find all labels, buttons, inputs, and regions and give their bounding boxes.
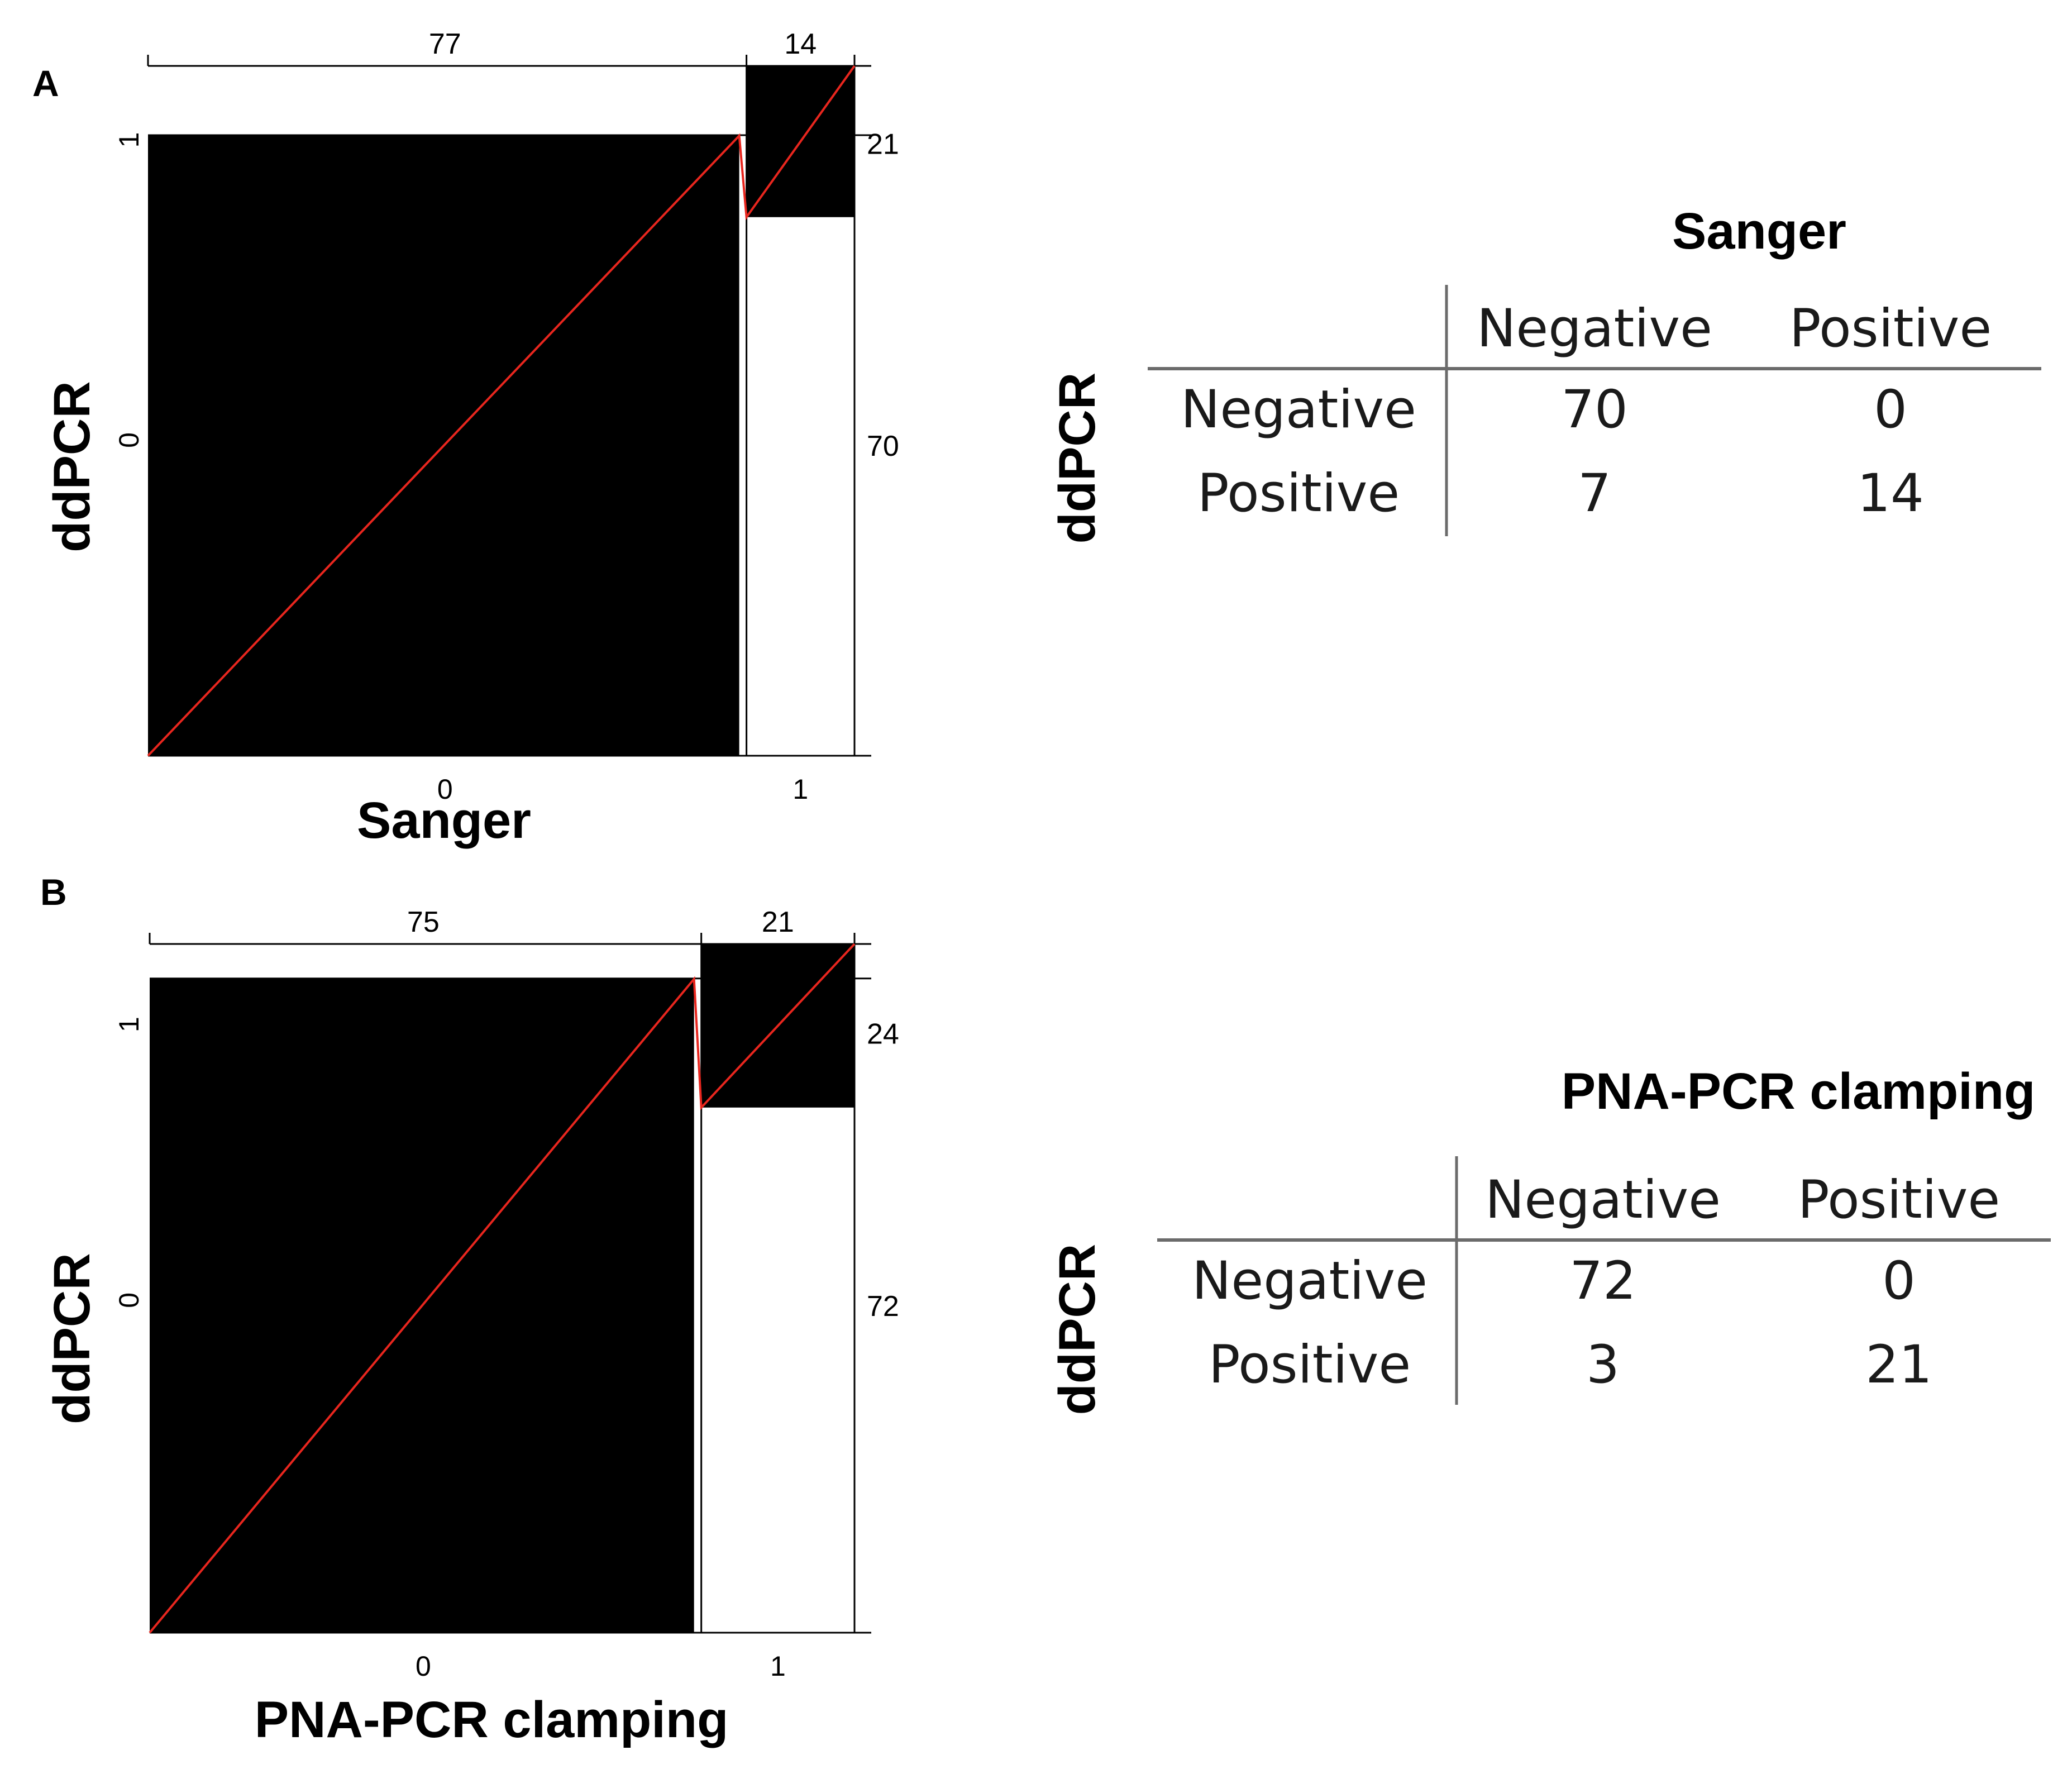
table-column-header: Positive (1798, 1170, 2000, 1231)
diagonal-line (147, 65, 856, 757)
x-axis-title: PNA-PCR clamping (255, 1691, 729, 1748)
column-total-0: 75 (407, 906, 440, 938)
table-cell: 70 (1561, 379, 1628, 440)
table-cell: 0 (1882, 1251, 1916, 1312)
table-column-header: Negative (1485, 1170, 1721, 1231)
table-cell: 72 (1569, 1251, 1636, 1312)
y-tick-label: 0 (113, 1293, 145, 1308)
table-title: PNA-PCR clamping (1562, 1063, 2036, 1120)
table-cell: 0 (1874, 379, 1907, 440)
table-title: Sanger (1672, 203, 1846, 260)
table-side-label: ddPCR (1049, 373, 1106, 544)
x-tick-label: 1 (792, 774, 808, 805)
y-tick-label: 1 (113, 132, 145, 148)
x-tick-label: 0 (437, 774, 453, 805)
x-tick-label: 0 (416, 1651, 431, 1682)
row-total-0: 72 (867, 1290, 899, 1323)
y-axis-title: ddPCR (44, 1253, 101, 1424)
column-total-1: 21 (762, 906, 794, 938)
table-cell: 3 (1586, 1334, 1620, 1395)
table-row-label: Positive (1209, 1334, 1411, 1395)
table-side-label: ddPCR (1049, 1244, 1106, 1415)
table-row-label: Positive (1197, 463, 1400, 524)
table-cell: 21 (1865, 1334, 1932, 1395)
y-axis-title: ddPCR (44, 381, 101, 552)
table-row-label: Negative (1181, 379, 1416, 440)
row-total-1: 24 (867, 1018, 899, 1050)
diagonal-line (149, 943, 856, 1634)
row-total-1: 21 (867, 128, 899, 160)
table-row-label: Negative (1192, 1251, 1428, 1312)
table-column-header: Positive (1789, 298, 1992, 359)
table-cell: 14 (1857, 463, 1924, 524)
y-tick-label: 1 (113, 1017, 145, 1032)
panel-letter: B (40, 871, 67, 913)
row-total-0: 70 (867, 430, 899, 462)
panel-letter: A (32, 63, 59, 104)
column-total-1: 14 (784, 28, 817, 60)
y-tick-label: 0 (113, 432, 145, 448)
table-cell: 7 (1578, 463, 1611, 524)
table-column-header: Negative (1477, 298, 1712, 359)
column-total-0: 77 (429, 28, 461, 60)
x-tick-label: 1 (770, 1651, 786, 1682)
x-axis-title: Sanger (357, 792, 531, 849)
